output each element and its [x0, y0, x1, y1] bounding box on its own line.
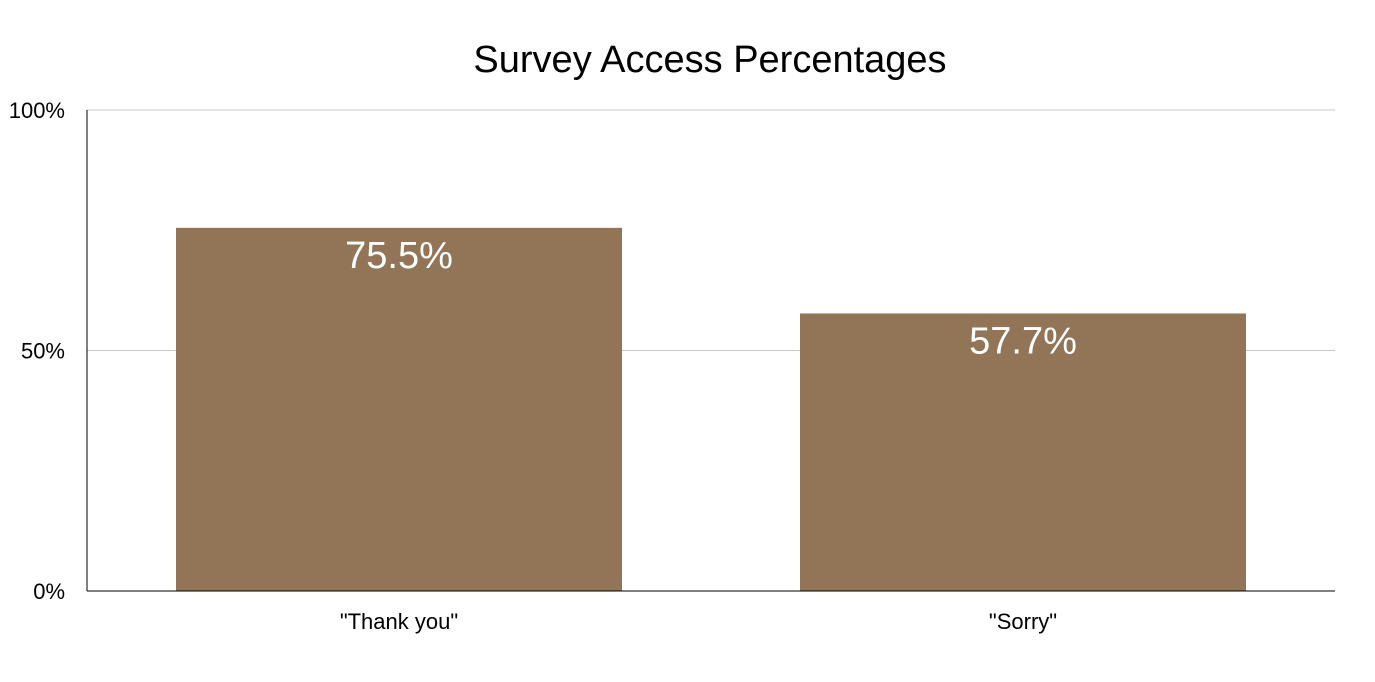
bars [176, 227, 1246, 591]
y-axis-ticks: 0% 50% 100% [9, 98, 65, 604]
bar [176, 227, 622, 591]
x-tick-label: "Sorry" [989, 609, 1057, 634]
data-label: 75.5% [345, 235, 453, 277]
axes [86, 110, 1335, 592]
y-tick-label: 100% [9, 98, 65, 123]
y-tick-label: 0% [33, 579, 65, 604]
x-axis-ticks: "Thank you" "Sorry" [340, 609, 1057, 634]
bar [800, 313, 1246, 591]
y-tick-label: 50% [21, 339, 65, 364]
data-labels: 75.5% 57.7% [345, 235, 1077, 363]
data-label: 57.7% [969, 320, 1077, 362]
chart-title: Survey Access Percentages [473, 39, 946, 81]
x-tick-label: "Thank you" [340, 609, 458, 634]
